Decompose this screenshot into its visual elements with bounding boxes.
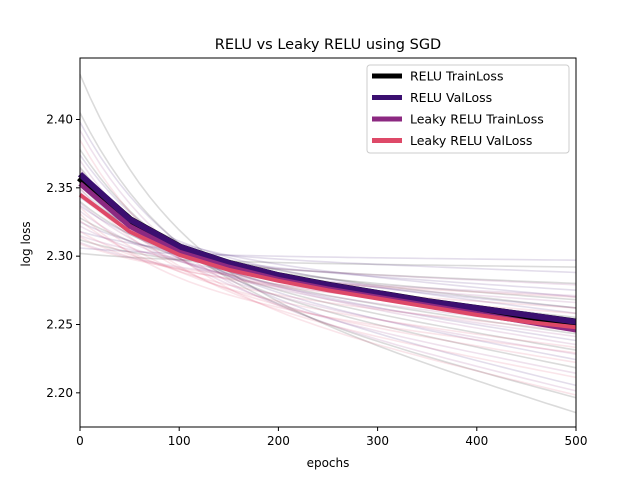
x-axis-label: epochs xyxy=(307,456,350,470)
legend-box xyxy=(366,64,570,154)
run-line xyxy=(79,74,577,414)
legend-label: RELU TrainLoss xyxy=(410,69,503,84)
legend: RELU TrainLoss RELU ValLoss Leaky RELU Tra… xyxy=(366,64,570,154)
legend-label: Leaky RELU TrainLoss xyxy=(410,112,544,127)
run-line xyxy=(79,217,577,301)
y-tick-label: 2.25 xyxy=(46,318,73,332)
run-line xyxy=(79,191,577,338)
run-line xyxy=(79,139,577,396)
x-axis-ticks: 0 100 200 300 400 500 xyxy=(76,427,587,448)
legend-label: Leaky RELU ValLoss xyxy=(410,133,532,148)
y-tick-label: 2.40 xyxy=(46,113,73,127)
chart-title: RELU vs Leaky RELU using SGD xyxy=(215,37,441,53)
run-line xyxy=(79,252,577,268)
x-tick-label: 500 xyxy=(565,434,588,448)
run-line xyxy=(79,219,577,332)
y-axis-label: log loss xyxy=(19,221,33,266)
y-axis-ticks: 2.20 2.25 2.30 2.35 2.40 xyxy=(46,113,80,400)
x-tick-label: 100 xyxy=(168,434,191,448)
y-tick-label: 2.30 xyxy=(46,249,73,263)
run-line xyxy=(79,239,577,285)
x-tick-label: 200 xyxy=(267,434,290,448)
mean-series xyxy=(77,171,577,333)
run-line xyxy=(79,213,577,354)
plot-frame xyxy=(79,57,577,428)
run-line xyxy=(79,112,577,399)
series-line xyxy=(77,171,577,325)
legend-label: RELU ValLoss xyxy=(410,90,492,105)
series-line xyxy=(78,193,577,330)
x-tick-label: 0 xyxy=(76,434,84,448)
run-line xyxy=(79,121,577,387)
run-line xyxy=(79,206,577,349)
y-tick-label: 2.35 xyxy=(46,181,73,195)
run-line xyxy=(79,187,577,364)
x-tick-label: 400 xyxy=(465,434,488,448)
run-line xyxy=(79,221,577,291)
run-line xyxy=(79,170,577,379)
run-line xyxy=(79,247,577,261)
x-tick-label: 300 xyxy=(366,434,389,448)
y-tick-label: 2.20 xyxy=(46,386,73,400)
run-line xyxy=(79,234,577,286)
